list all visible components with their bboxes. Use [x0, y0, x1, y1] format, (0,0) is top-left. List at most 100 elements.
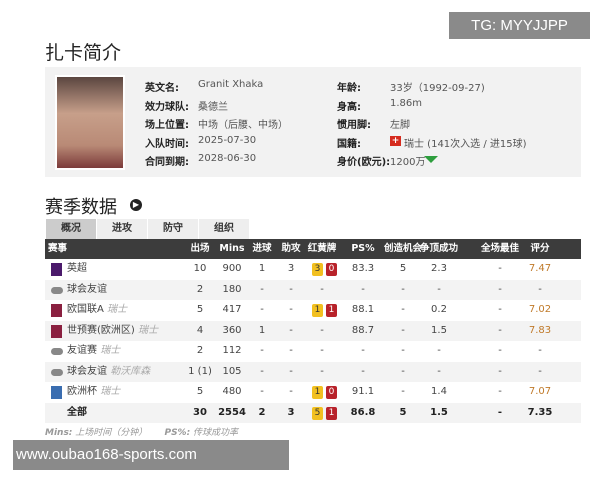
column-header[interactable]: 争顶成功 — [419, 243, 458, 254]
profile-value: Granit Xhaka — [198, 79, 264, 90]
competition-name[interactable]: 英超 — [67, 259, 87, 279]
competition-name[interactable]: 欧国联A 瑞士 — [67, 300, 127, 320]
cell-motm: - — [498, 283, 502, 295]
cell-cards: - — [320, 324, 324, 336]
cell-aerial: 1.5 — [431, 324, 447, 336]
profile-label: 合同到期: — [145, 157, 189, 168]
cell-assists: 3 — [287, 406, 295, 418]
column-header[interactable]: PS% — [351, 243, 375, 254]
column-header[interactable]: 评分 — [530, 243, 550, 254]
team-label: 勒沃库森 — [110, 365, 151, 377]
footnote-ps-desc: 传球成功率 — [193, 428, 239, 438]
yellow-card-badge: 1 — [312, 304, 323, 317]
cell-ps: - — [361, 365, 365, 377]
value-down-icon — [424, 156, 438, 163]
cell-apps: 2 — [196, 283, 204, 295]
profile-label: 身价(欧元): — [337, 157, 391, 168]
competition-name[interactable]: 球会友谊 — [67, 280, 107, 300]
cell-goals: - — [260, 386, 264, 397]
tab-2[interactable]: 防守 — [148, 219, 198, 239]
column-header[interactable]: Mins — [219, 243, 245, 254]
world-cup-qualifier-icon — [51, 324, 62, 338]
cell-chances: - — [401, 386, 405, 397]
column-header[interactable]: 赛事 — [48, 243, 68, 254]
cell-motm: - — [498, 345, 502, 356]
cell-apps: 4 — [196, 324, 204, 336]
cell-apps: 1 (1) — [188, 365, 212, 377]
profile-label: 场上位置: — [145, 120, 189, 131]
cell-cards: - — [320, 283, 324, 295]
competition-label: 球会友谊 — [67, 365, 107, 377]
tab-1[interactable]: 进攻 — [97, 219, 147, 239]
competition-label: 世预赛(欧洲区) — [67, 324, 135, 336]
competition-label: 球会友谊 — [67, 283, 107, 295]
table-row[interactable] — [45, 361, 581, 382]
cell-ps: 88.7 — [351, 324, 375, 336]
cell-aerial: - — [437, 365, 441, 377]
watermark-tg: TG: MYYJJPP — [449, 12, 590, 39]
cell-motm: - — [498, 263, 502, 274]
team-label: 瑞士 — [100, 386, 121, 397]
competition-name[interactable]: 友谊赛 瑞士 — [67, 341, 120, 361]
cell-assists: - — [289, 386, 293, 397]
profile-label: 身高: — [337, 102, 361, 113]
cell-motm: - — [497, 406, 503, 418]
column-header[interactable]: 助攻 — [281, 243, 301, 254]
cell-rating: 7.02 — [528, 304, 552, 315]
cell-mins: 180 — [222, 283, 242, 295]
cell-goals: - — [260, 304, 264, 315]
page-title: 扎卡简介 — [45, 42, 122, 64]
cell-rating: 7.35 — [527, 406, 553, 418]
cell-aerial: 2.3 — [431, 263, 447, 274]
cell-motm: - — [498, 365, 502, 377]
profile-value: 瑞士 (141次入选 / 进15球) — [404, 139, 527, 150]
euro-cup-icon — [51, 386, 62, 399]
competition-name[interactable]: 全部 — [67, 403, 87, 423]
yellow-card-badge: 3 — [312, 263, 323, 276]
competition-label: 全部 — [67, 406, 87, 418]
cell-chances: 5 — [399, 263, 407, 274]
team-label: 瑞士 — [138, 324, 158, 336]
column-header[interactable]: 红黄牌 — [307, 243, 337, 254]
cell-cards: - — [320, 345, 324, 356]
cell-chances: - — [401, 283, 405, 295]
tab-3[interactable]: 组织 — [199, 219, 249, 239]
cell-motm: - — [498, 386, 502, 397]
cell-mins: 480 — [222, 386, 242, 397]
profile-label: 惯用脚: — [337, 120, 371, 131]
premier-league-icon — [51, 263, 62, 276]
cell-chances: - — [401, 324, 405, 336]
cell-goals: - — [260, 345, 264, 356]
competition-name[interactable]: 球会友谊 勒沃库森 — [67, 362, 150, 382]
column-header[interactable]: 进球 — [252, 243, 272, 254]
footnote: Mins: 上场时间（分钟） PS%: 传球成功率 — [45, 425, 238, 438]
cell-ps: 91.1 — [351, 386, 375, 397]
arrow-right-icon[interactable]: ▶ — [130, 199, 142, 211]
cell-motm: - — [498, 304, 502, 315]
competition-label: 欧洲杯 — [67, 386, 97, 397]
red-card-badge: 0 — [326, 263, 337, 276]
table-row[interactable] — [45, 320, 581, 341]
cell-assists: - — [289, 304, 293, 315]
table-row[interactable] — [45, 279, 581, 300]
profile-value: 2025-07-30 — [198, 135, 257, 146]
tab-0[interactable]: 概况 — [46, 219, 96, 239]
column-header[interactable]: 创造机会 — [383, 243, 422, 254]
friendly-icon — [51, 348, 63, 355]
competition-name[interactable]: 世预赛(欧洲区) 瑞士 — [67, 321, 158, 341]
cell-chances: - — [401, 304, 405, 315]
cell-apps: 5 — [196, 386, 204, 397]
player-photo — [55, 75, 125, 170]
column-header[interactable]: 全场最佳 — [480, 243, 519, 254]
cell-apps: 5 — [196, 304, 204, 315]
cell-ps: 86.8 — [350, 406, 376, 418]
cell-aerial: - — [437, 345, 441, 356]
cell-apps: 10 — [193, 263, 207, 274]
watermark-url: www.oubao168-sports.com — [13, 440, 289, 470]
cell-chances: - — [401, 345, 405, 356]
profile-value: 1200万 — [390, 157, 426, 168]
cell-aerial: 1.5 — [430, 406, 448, 418]
column-header[interactable]: 出场 — [190, 243, 210, 254]
friendly-icon — [51, 286, 63, 294]
competition-name[interactable]: 欧洲杯 瑞士 — [67, 382, 120, 402]
